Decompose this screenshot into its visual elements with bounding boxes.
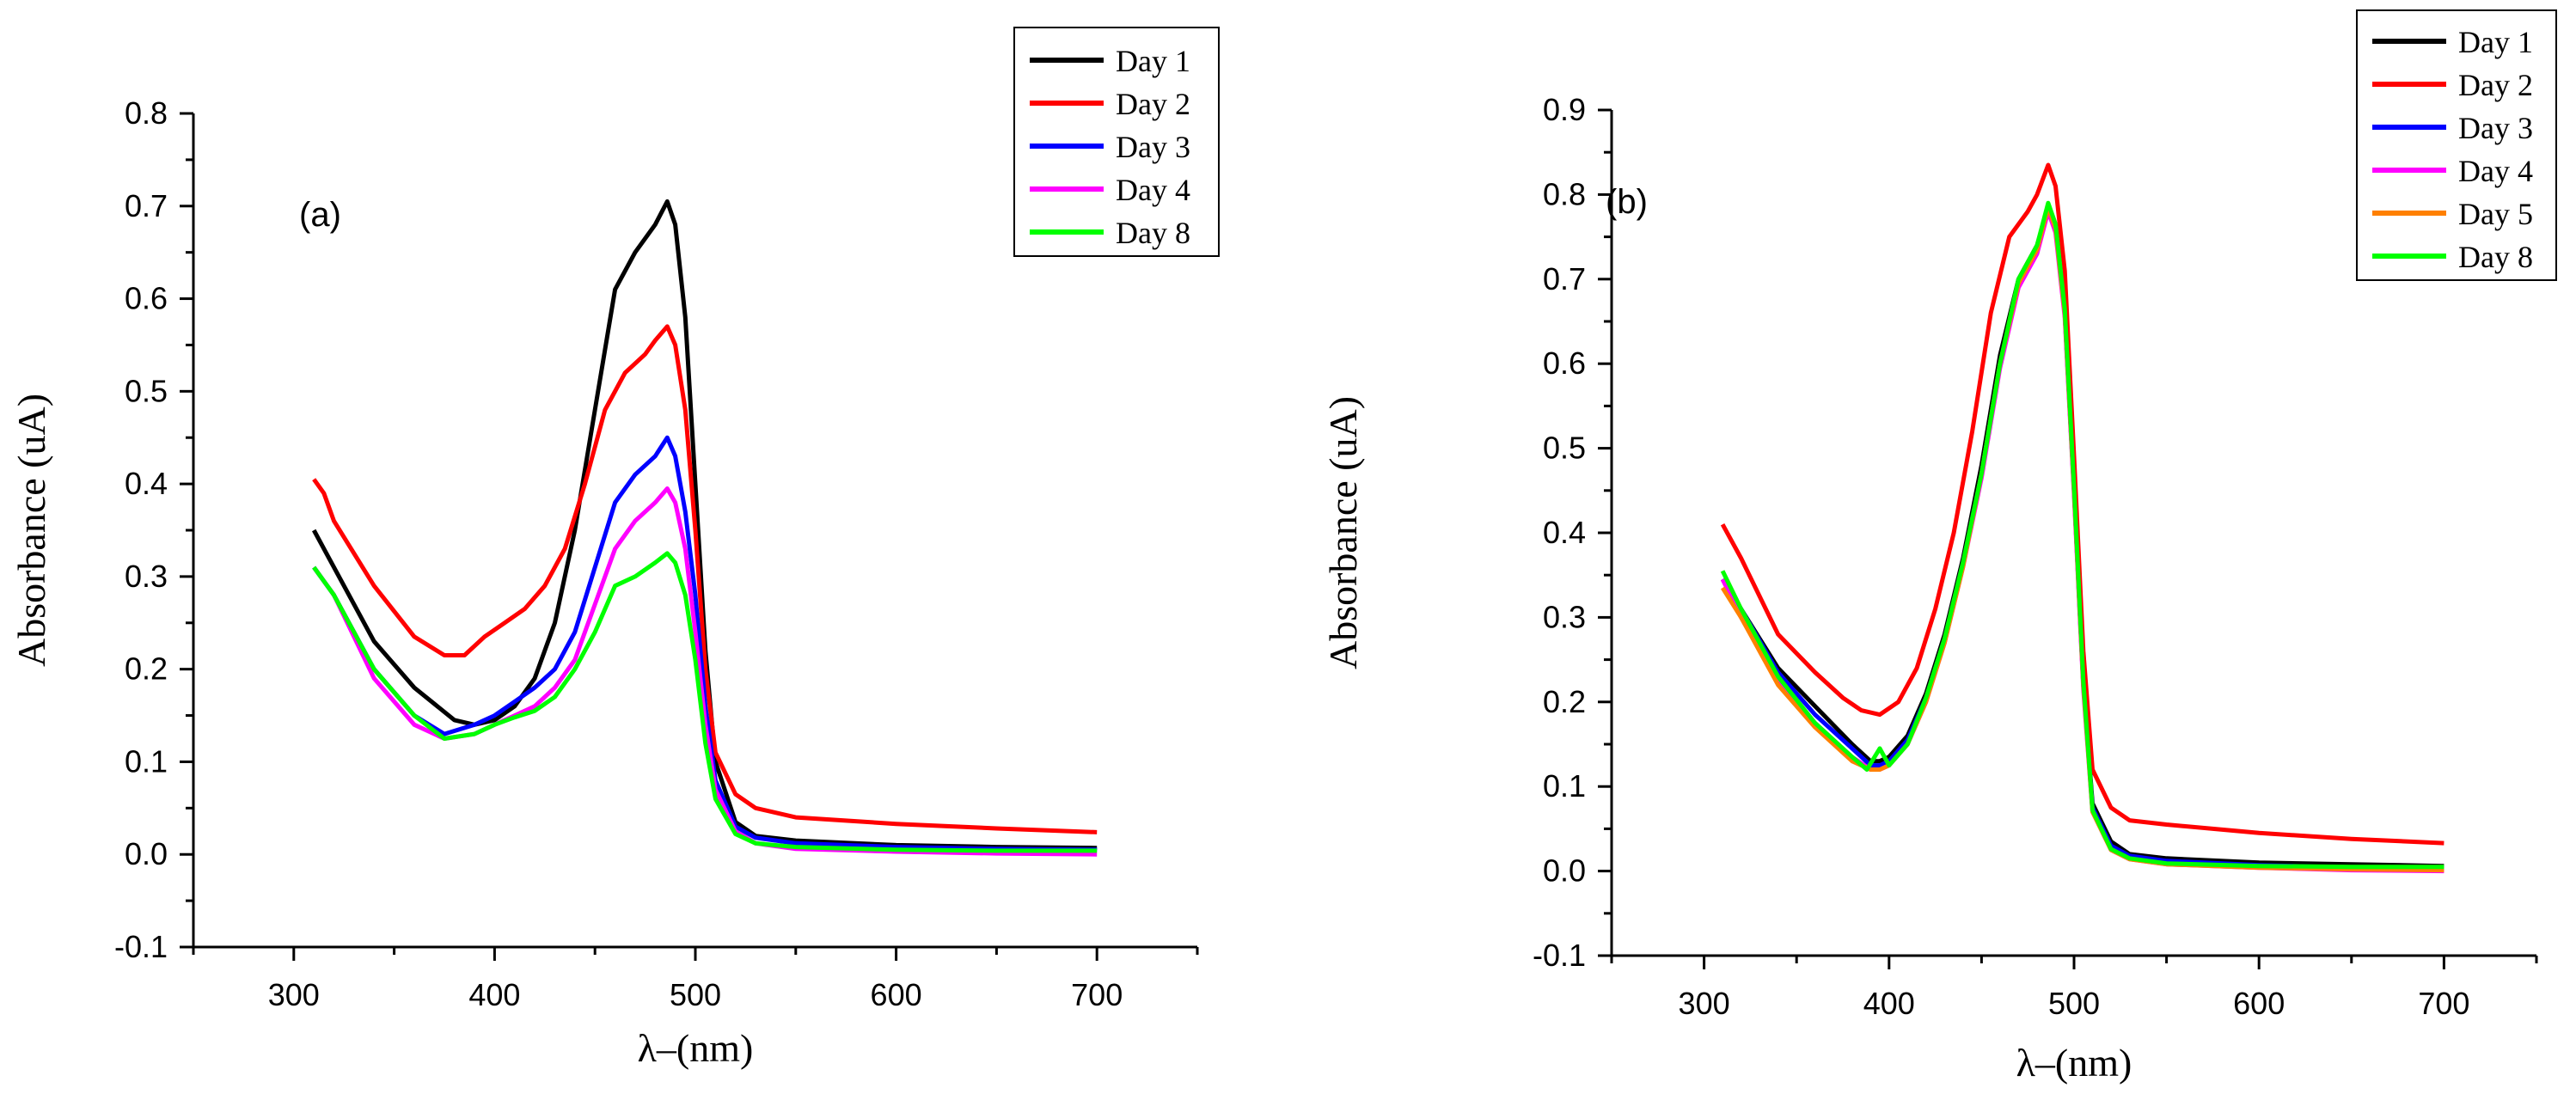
y-tick-label: 0.1 [125, 743, 168, 779]
y-tick-label: 0.0 [125, 836, 168, 871]
y-tick-label: 0.2 [125, 651, 168, 687]
y-tick-label: 0.9 [1543, 92, 1586, 127]
legend-label: Day 8 [2458, 240, 2533, 274]
legend-label: Day 3 [2458, 111, 2533, 145]
x-tick-label: 300 [1679, 986, 1730, 1021]
y-tick-label: 0.6 [125, 281, 168, 316]
legend-label: Day 2 [2458, 68, 2533, 102]
legend-label: Day 3 [1116, 130, 1190, 164]
x-axis-label: λ–(nm) [2016, 1041, 2132, 1085]
legend-label: Day 4 [1116, 173, 1190, 207]
legend-label: Day 4 [2458, 154, 2533, 188]
y-tick-label: 0.0 [1543, 853, 1586, 889]
series-line [1720, 209, 2444, 874]
y-tick-label: -0.1 [114, 929, 168, 964]
y-axis-label: Absorbance (uA) [9, 394, 53, 667]
legend-label: Day 8 [1116, 216, 1190, 250]
series-line [1720, 162, 2444, 846]
y-tick-label: 0.4 [1543, 515, 1586, 550]
chart-panel-a: 300 400 500 600 700 -0.1 0.0 0.1 0.2 0.3 0.4 0.5 0.6… [9, 27, 1220, 1070]
y-tick-label: 0.3 [1543, 599, 1586, 634]
x-tick-label: 600 [2233, 986, 2285, 1021]
y-tick-label: 0.4 [125, 466, 168, 501]
y-tick-label: 0.7 [125, 188, 168, 223]
y-tick-label: 0.7 [1543, 261, 1586, 296]
legend-box [2356, 9, 2557, 281]
x-tick-label: 700 [2418, 986, 2469, 1021]
x-tick-label: 300 [268, 977, 320, 1012]
y-axis-label: Absorbance (uA) [1321, 396, 1365, 669]
y-tick-label: 0.5 [1543, 431, 1586, 466]
x-axis-label: λ–(nm) [638, 1026, 754, 1070]
panel-label: (b) [1606, 183, 1648, 221]
y-tick-label: 0.8 [125, 95, 168, 131]
x-tick-label: 500 [2048, 986, 2100, 1021]
y-tick-label: 0.8 [1543, 176, 1586, 211]
panel-label: (a) [299, 196, 341, 234]
legend-box [1013, 27, 1220, 257]
series-line [312, 435, 1098, 852]
x-tick-label: 400 [468, 977, 520, 1012]
x-tick-label: 700 [1071, 977, 1123, 1012]
y-tick-label: -0.1 [1533, 938, 1586, 973]
legend-label: Day 2 [1116, 87, 1190, 121]
series-line [1720, 205, 2444, 869]
y-tick-label: 0.5 [125, 373, 168, 408]
series-line [1720, 200, 2444, 870]
series-line [312, 324, 1098, 834]
x-tick-label: 600 [871, 977, 922, 1012]
series-line [312, 199, 1098, 851]
x-tick-label: 400 [1863, 986, 1915, 1021]
series-line [312, 551, 1098, 853]
y-tick-label: 0.6 [1543, 345, 1586, 381]
y-tick-label: 0.3 [125, 559, 168, 594]
series-line [1720, 205, 2444, 872]
y-tick-label: 0.2 [1543, 684, 1586, 719]
series-line [1720, 205, 2444, 873]
legend-label: Day 1 [2458, 25, 2533, 59]
x-tick-label: 500 [670, 977, 721, 1012]
y-tick-label: 0.1 [1543, 768, 1586, 804]
legend-label: Day 5 [2458, 197, 2533, 231]
chart-panel-b: 300 400 500 600 700 -0.1 0.0 0.1 0.2 0.3 0.4 0.5 0.6… [1321, 9, 2557, 1085]
legend-label: Day 1 [1116, 44, 1190, 78]
